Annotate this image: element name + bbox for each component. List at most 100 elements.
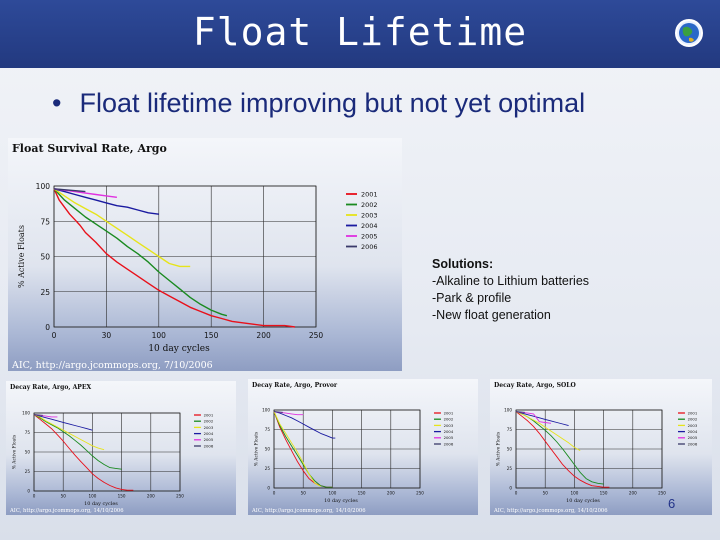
legend-label-2004: 2004 (444, 429, 454, 434)
legend-label-2006: 2006 (361, 243, 378, 251)
bullet-marker: • (52, 88, 62, 118)
y-tick-label: 0 (45, 323, 50, 332)
y-tick-label: 50 (265, 447, 271, 452)
y-tick-label: 100 (504, 408, 512, 413)
x-tick-label: 100 (88, 494, 96, 499)
chart-title: Decay Rate, Argo, APEX (10, 384, 91, 391)
y-tick-label: 0 (27, 489, 30, 494)
series-line-2003 (515, 411, 581, 451)
y-tick-label: 25 (40, 288, 50, 297)
legend-label-2002: 2002 (204, 419, 214, 424)
solution-item-2: -Park & profile (432, 291, 512, 305)
series-line-2001 (33, 414, 134, 491)
series-line-2006 (53, 188, 86, 193)
legend-label-2002: 2002 (361, 201, 378, 209)
legend-label-2003: 2003 (361, 212, 378, 220)
x-tick-label: 30 (102, 331, 112, 340)
chart-background (490, 379, 712, 515)
legend-label-2002: 2002 (688, 417, 698, 422)
series-line-2002 (273, 411, 333, 488)
legend-label-2001: 2001 (361, 191, 378, 199)
series-line-2003 (33, 414, 105, 451)
x-tick-label: 0 (52, 331, 57, 340)
series-line-2001 (53, 188, 296, 328)
y-tick-label: 25 (265, 466, 271, 471)
y-tick-label: 0 (509, 486, 512, 491)
plot-frame (273, 409, 421, 489)
y-tick-label: 50 (25, 450, 31, 455)
x-axis-label: 10 day cycles (84, 501, 118, 507)
plot-frame (33, 412, 181, 492)
x-tick-label: 200 (147, 494, 155, 499)
chart-background (8, 138, 402, 371)
x-tick-label: 100 (152, 331, 167, 340)
chart-credit: AIC, http://argo.jcommops.org, 14/10/200… (9, 508, 124, 514)
x-tick-label: 250 (176, 494, 184, 499)
series-line-2003 (53, 188, 191, 268)
series-line-2004 (515, 411, 569, 427)
y-axis-label: % Active Floats (13, 434, 18, 469)
legend-label-2003: 2003 (444, 423, 454, 428)
y-tick-label: 75 (40, 217, 50, 226)
plot-frame (53, 185, 317, 328)
y-axis-label: % Active Floats (17, 225, 26, 288)
legend-label-2005: 2005 (688, 435, 698, 440)
y-axis-label: % Active Floats (497, 431, 502, 466)
bullet-point: • Float lifetime improving but not yet op… (52, 88, 585, 119)
solutions-box: Solutions: -Alkaline to Lithium batterie… (432, 256, 589, 324)
series-line-2006 (33, 414, 43, 416)
legend-label-2006: 2006 (688, 441, 698, 446)
series-line-2004 (53, 188, 159, 215)
x-tick-label: 250 (309, 331, 324, 340)
x-tick-label: 150 (600, 491, 608, 496)
x-tick-label: 50 (301, 491, 307, 496)
x-tick-label: 100 (570, 491, 578, 496)
series-line-2003 (273, 411, 321, 487)
x-tick-label: 150 (204, 331, 219, 340)
chart-credit: AIC, http://argo.jcommops.org, 14/10/200… (251, 508, 366, 514)
x-axis-label: 10 day cycles (148, 344, 210, 354)
x-tick-label: 150 (358, 491, 366, 496)
x-tick-label: 0 (273, 491, 276, 496)
x-tick-label: 50 (543, 491, 549, 496)
x-axis-label: 10 day cycles (566, 498, 600, 504)
y-tick-label: 100 (262, 408, 270, 413)
y-tick-label: 0 (267, 486, 270, 491)
chart-title: Decay Rate, Argo, SOLO (494, 382, 576, 389)
chart-title: Float Survival Rate, Argo (12, 142, 167, 155)
legend-label-2006: 2006 (444, 441, 454, 446)
x-tick-label: 100 (328, 491, 336, 496)
x-tick-label: 0 (515, 491, 518, 496)
chart-credit: AIC, http://argo.jcommops.org, 7/10/2006 (11, 360, 213, 371)
legend-label-2001: 2001 (688, 410, 698, 415)
solutions-heading: Solutions: (432, 257, 494, 271)
series-line-2002 (53, 188, 228, 317)
series-line-2001 (515, 411, 610, 488)
x-tick-label: 0 (33, 494, 36, 499)
legend-label-2003: 2003 (204, 425, 214, 430)
series-line-2006 (515, 411, 525, 413)
legend-label-2004: 2004 (204, 431, 214, 436)
bullet-text: Float lifetime improving but not yet opt… (79, 88, 586, 118)
y-tick-label: 50 (40, 253, 50, 262)
x-axis-label: 10 day cycles (324, 498, 358, 504)
series-line-2002 (33, 414, 122, 470)
chart-credit: AIC, http://argo.jcommops.org, 14/10/200… (493, 508, 608, 514)
series-line-2004 (273, 411, 336, 439)
y-tick-label: 25 (507, 466, 513, 471)
x-tick-label: 200 (256, 331, 271, 340)
y-tick-label: 75 (25, 430, 31, 435)
legend-label-2002: 2002 (444, 417, 454, 422)
legend-label-2005: 2005 (361, 233, 378, 241)
x-tick-label: 200 (387, 491, 395, 496)
legend-label-2006: 2006 (204, 443, 214, 448)
plot-frame (515, 409, 663, 489)
x-tick-label: 200 (629, 491, 637, 496)
y-tick-label: 75 (265, 427, 271, 432)
solution-item-3: -New float generation (432, 308, 551, 322)
legend-label-2005: 2005 (204, 437, 214, 442)
legend-label-2001: 2001 (444, 410, 454, 415)
y-tick-label: 50 (507, 447, 513, 452)
slide-title: Float Lifetime (192, 10, 528, 54)
solo-decay-chart: Decay Rate, Argo, SOLO 0 50 100 150 200 2 50 0 25… (490, 379, 712, 515)
